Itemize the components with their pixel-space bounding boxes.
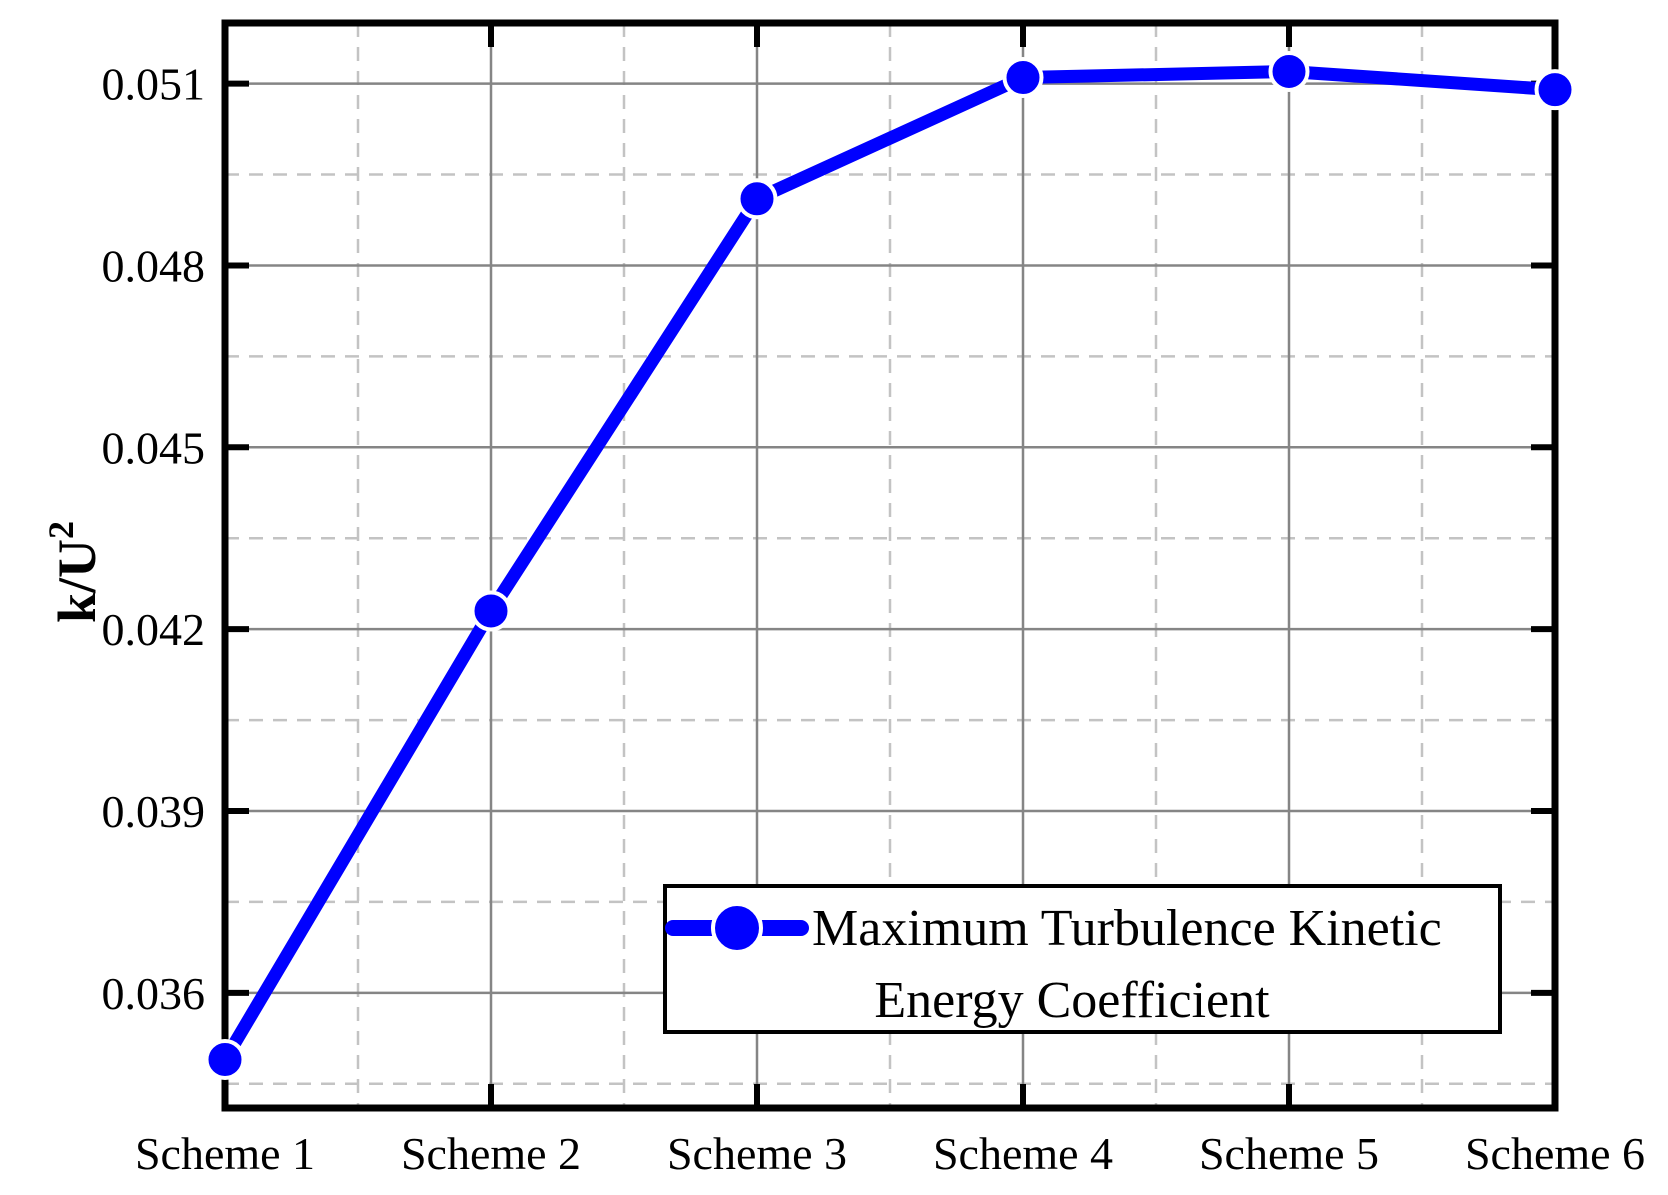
legend-sample-marker [711,902,763,954]
data-point-marker [1534,69,1576,111]
series-line [218,64,1562,1067]
data-point-marker [736,178,778,220]
legend-label-line2: Energy Coefficient [874,972,1270,1029]
data-point-marker [470,590,512,632]
x-category-label: Scheme 2 [401,1128,581,1179]
x-category-label: Scheme 6 [1465,1128,1645,1179]
y-tick-label: 0.039 [102,786,206,837]
y-tick-label: 0.042 [102,604,206,655]
data-point-marker [1002,57,1044,99]
y-tick-label: 0.036 [102,968,206,1019]
plot-frame [221,19,1559,1112]
x-category-label: Scheme 1 [135,1128,315,1179]
x-category-label: Scheme 4 [933,1128,1113,1179]
y-tick-label: 0.051 [102,59,206,110]
data-point-marker [204,1039,246,1081]
legend-frame [663,884,1502,1034]
x-category-label: Scheme 5 [1199,1128,1379,1179]
y-tick-label: 0.048 [102,240,206,291]
legend-box: Maximum Turbulence Kinetic Energy Coeffic… [663,884,1502,1034]
y-tick-label: 0.045 [102,422,206,473]
legend-label-line1: Maximum Turbulence Kinetic [812,900,1442,957]
data-series [204,50,1576,1081]
plot-border [221,19,1559,1112]
x-category-label: Scheme 3 [667,1128,847,1179]
axis-labels: 0.036 0.039 0.042 0.045 0.048 0.051 Scheme 1 Sc… [41,59,1645,1179]
data-point-marker [1268,50,1310,92]
y-axis-label: k/U2 [41,521,107,623]
